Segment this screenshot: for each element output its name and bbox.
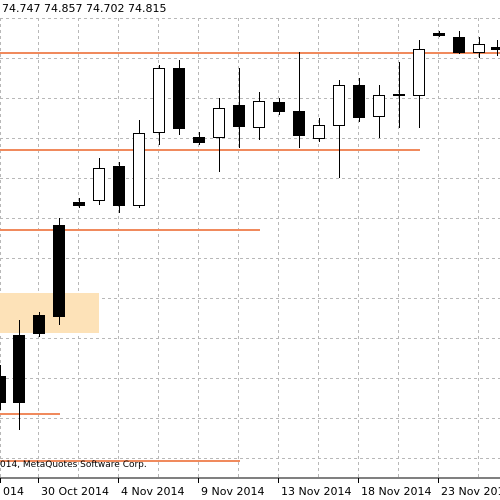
candle-bull — [93, 168, 105, 201]
candle-bear — [173, 68, 185, 129]
candle-bull — [413, 49, 425, 96]
x-tick-label: 014 — [3, 485, 24, 498]
candle-bull — [333, 85, 345, 126]
x-tick-label: 9 Nov 2014 — [201, 485, 264, 498]
support-zone — [0, 293, 99, 333]
candle-bull — [473, 44, 485, 53]
candle-bear — [433, 33, 445, 36]
highlight-zone — [0, 293, 99, 333]
x-axis-ticks: 014 30 Oct 2014 4 Nov 2014 9 Nov 2014 13 Nov… — [0, 478, 500, 498]
x-tick-label: 4 Nov 2014 — [121, 485, 184, 498]
candle-bull — [373, 95, 385, 117]
candle-bull — [393, 94, 405, 96]
x-tick-label: 23 Nov 2014 — [441, 485, 500, 498]
candle-bear — [273, 102, 285, 112]
candle-bear — [13, 335, 25, 403]
horizontal-levels — [0, 52, 500, 462]
x-tick-label: 30 Oct 2014 — [41, 485, 109, 498]
candle-bear — [353, 85, 365, 118]
x-tick-label: 18 Nov 2014 — [361, 485, 431, 498]
candle-bear — [453, 37, 465, 53]
candle-bull — [153, 68, 165, 133]
candle-bear — [193, 137, 205, 143]
candle-bear — [0, 376, 6, 403]
candle-bull — [133, 133, 145, 206]
candle-bull — [313, 125, 325, 139]
x-tick-label: 13 Nov 2014 — [281, 485, 351, 498]
grid-lines — [0, 18, 500, 478]
candle-bear — [53, 225, 65, 317]
candle-bear — [293, 111, 305, 136]
ohlc-readout: 74.747 74.857 74.702 74.815 — [2, 2, 167, 15]
candle-bear — [33, 315, 45, 334]
copyright-text: 014, MetaQuotes Software Corp. — [0, 460, 147, 470]
candle-bull — [253, 101, 265, 128]
candle-bear — [73, 202, 85, 206]
candle-bear — [113, 166, 125, 206]
candles — [0, 31, 500, 430]
candle-bear — [491, 47, 500, 50]
candle-bull — [213, 108, 225, 138]
candle-bear — [233, 105, 245, 127]
